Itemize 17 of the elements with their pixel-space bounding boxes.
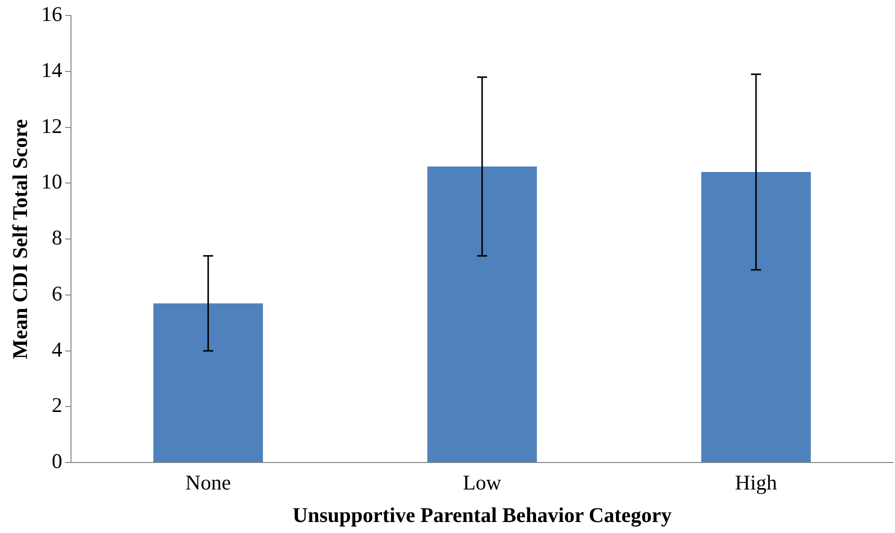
bar <box>427 166 537 462</box>
y-tick-label: 2 <box>52 393 62 418</box>
y-tick-label: 6 <box>52 281 62 306</box>
bar <box>153 303 263 462</box>
x-tick-label: High <box>735 470 778 495</box>
y-tick-label: 8 <box>52 226 62 250</box>
y-tick-label: 0 <box>52 449 62 474</box>
y-tick-label: 12 <box>41 114 62 138</box>
y-tick-label: 14 <box>41 58 63 82</box>
y-tick-label: 4 <box>52 337 63 362</box>
y-tick-label: 10 <box>41 170 62 194</box>
x-tick-label: Low <box>462 470 502 495</box>
x-axis-title: Unsupportive Parental Behavior Category <box>292 502 672 527</box>
bar <box>701 172 811 462</box>
x-tick-label: None <box>185 470 231 495</box>
y-tick-label: 16 <box>41 2 62 26</box>
y-axis-title: Mean CDI Self Total Score <box>8 119 32 360</box>
